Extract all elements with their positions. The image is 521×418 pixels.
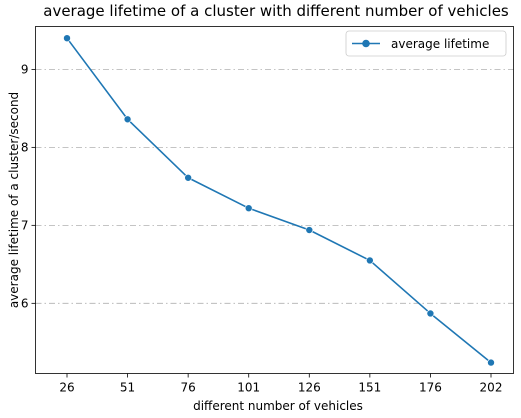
legend-label: average lifetime [391, 37, 489, 51]
x-tick-label: 202 [480, 381, 503, 395]
data-point [305, 226, 314, 234]
x-axis: 26 51 76 101 126 151 176 202 [59, 373, 503, 395]
series-average-lifetime [63, 34, 495, 367]
y-tick-label: 9 [21, 62, 29, 76]
legend: average lifetime [345, 30, 507, 57]
x-tick-label: 151 [358, 381, 381, 395]
y-tick-label: 7 [21, 218, 29, 232]
y-tick-label: 8 [21, 140, 29, 154]
x-tick-label: 76 [181, 381, 196, 395]
x-axis-label: different number of vehicles [193, 399, 363, 413]
x-tick-label: 126 [298, 381, 321, 395]
x-tick-label: 101 [237, 381, 260, 395]
plot-area-frame [35, 26, 514, 374]
legend-marker [362, 39, 370, 48]
y-axis-label: average lifetime of a cluster/second [7, 92, 21, 308]
data-point [184, 173, 192, 182]
x-tick-label: 176 [419, 381, 442, 395]
x-tick-label: 26 [59, 381, 74, 395]
x-tick-label: 51 [120, 381, 135, 395]
legend-box [345, 30, 507, 57]
data-point [63, 34, 71, 42]
chart-title: average lifetime of a cluster with diffe… [43, 2, 509, 20]
data-point [426, 309, 435, 318]
grid-lines [35, 68, 514, 304]
y-axis: 6 7 8 9 [21, 62, 36, 310]
data-point [366, 256, 374, 265]
series-line [66, 37, 492, 364]
y-tick-label: 6 [21, 296, 29, 310]
data-point [123, 115, 132, 124]
data-point [244, 204, 253, 212]
data-point [487, 358, 495, 367]
